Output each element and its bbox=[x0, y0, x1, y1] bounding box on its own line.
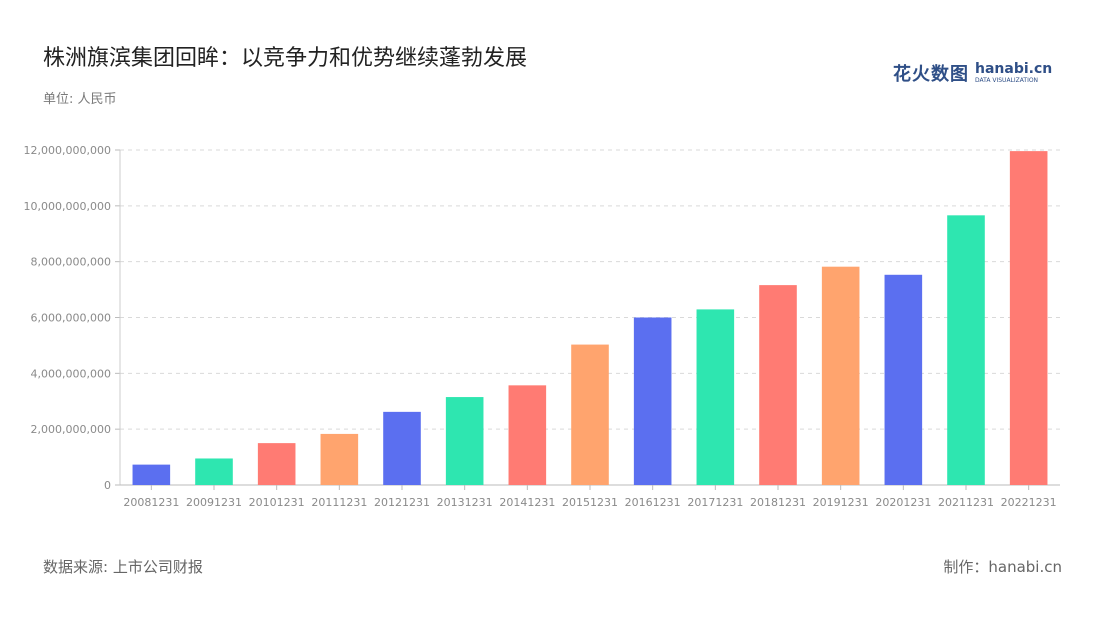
x-tick-label: 20151231 bbox=[562, 496, 618, 509]
y-tick-label: 12,000,000,000 bbox=[24, 144, 111, 157]
x-tick-label: 20111231 bbox=[311, 496, 367, 509]
bar-20181231 bbox=[759, 285, 797, 485]
logo-en: hanabi.cn DATA VISUALIZATION bbox=[975, 62, 1052, 84]
unit-label: 单位: 人民币 bbox=[43, 92, 117, 107]
logo-cn-text: 花火数图 bbox=[893, 64, 969, 85]
x-tick-label: 20191231 bbox=[813, 496, 869, 509]
x-tick-label: 20211231 bbox=[938, 496, 994, 509]
y-tick-label: 10,000,000,000 bbox=[24, 200, 111, 213]
logo-sub-text: DATA VISUALIZATION bbox=[975, 77, 1039, 84]
bar-20081231 bbox=[132, 464, 171, 485]
bar-20201231 bbox=[884, 274, 923, 485]
bar-20191231 bbox=[821, 266, 860, 485]
y-tick-label: 6,000,000,000 bbox=[31, 312, 111, 325]
bar-20221231 bbox=[1009, 151, 1048, 485]
bar-20171231 bbox=[696, 309, 735, 485]
bar-20211231 bbox=[947, 215, 985, 485]
x-tick-label: 20091231 bbox=[186, 496, 242, 509]
bar-20091231 bbox=[195, 458, 233, 485]
bar-20121231 bbox=[383, 411, 421, 485]
credit: 制作：hanabi.cn bbox=[943, 558, 1062, 576]
y-tick-label: 4,000,000,000 bbox=[31, 367, 111, 380]
y-tick-label: 8,000,000,000 bbox=[31, 256, 111, 269]
x-tick-label: 20121231 bbox=[374, 496, 430, 509]
bar-20141231 bbox=[508, 385, 547, 485]
x-tick-label: 20201231 bbox=[875, 496, 931, 509]
x-tick-label: 20161231 bbox=[625, 496, 681, 509]
x-tick-label: 20181231 bbox=[750, 496, 806, 509]
bar-20131231 bbox=[445, 397, 484, 485]
bar-20161231 bbox=[633, 317, 672, 485]
data-source: 数据来源: 上市公司财报 bbox=[43, 558, 203, 576]
x-tick-label: 20171231 bbox=[687, 496, 743, 509]
x-tick-label: 20141231 bbox=[499, 496, 555, 509]
bar-20151231 bbox=[571, 344, 609, 485]
x-tick-label: 20081231 bbox=[123, 496, 179, 509]
x-tick-label: 20101231 bbox=[249, 496, 305, 509]
chart-title: 株洲旗滨集团回眸：以竞争力和优势继续蓬勃发展 bbox=[43, 46, 528, 71]
bar-20101231 bbox=[257, 443, 296, 485]
y-tick-label: 0 bbox=[104, 479, 111, 492]
logo-en-text: hanabi.cn bbox=[975, 61, 1053, 77]
brand-logo: 花火数图 hanabi.cn DATA VISUALIZATION bbox=[893, 60, 1052, 86]
bar-20111231 bbox=[320, 433, 359, 485]
x-tick-label: 20131231 bbox=[437, 496, 493, 509]
x-tick-label: 20221231 bbox=[1001, 496, 1057, 509]
y-tick-label: 2,000,000,000 bbox=[31, 423, 111, 436]
